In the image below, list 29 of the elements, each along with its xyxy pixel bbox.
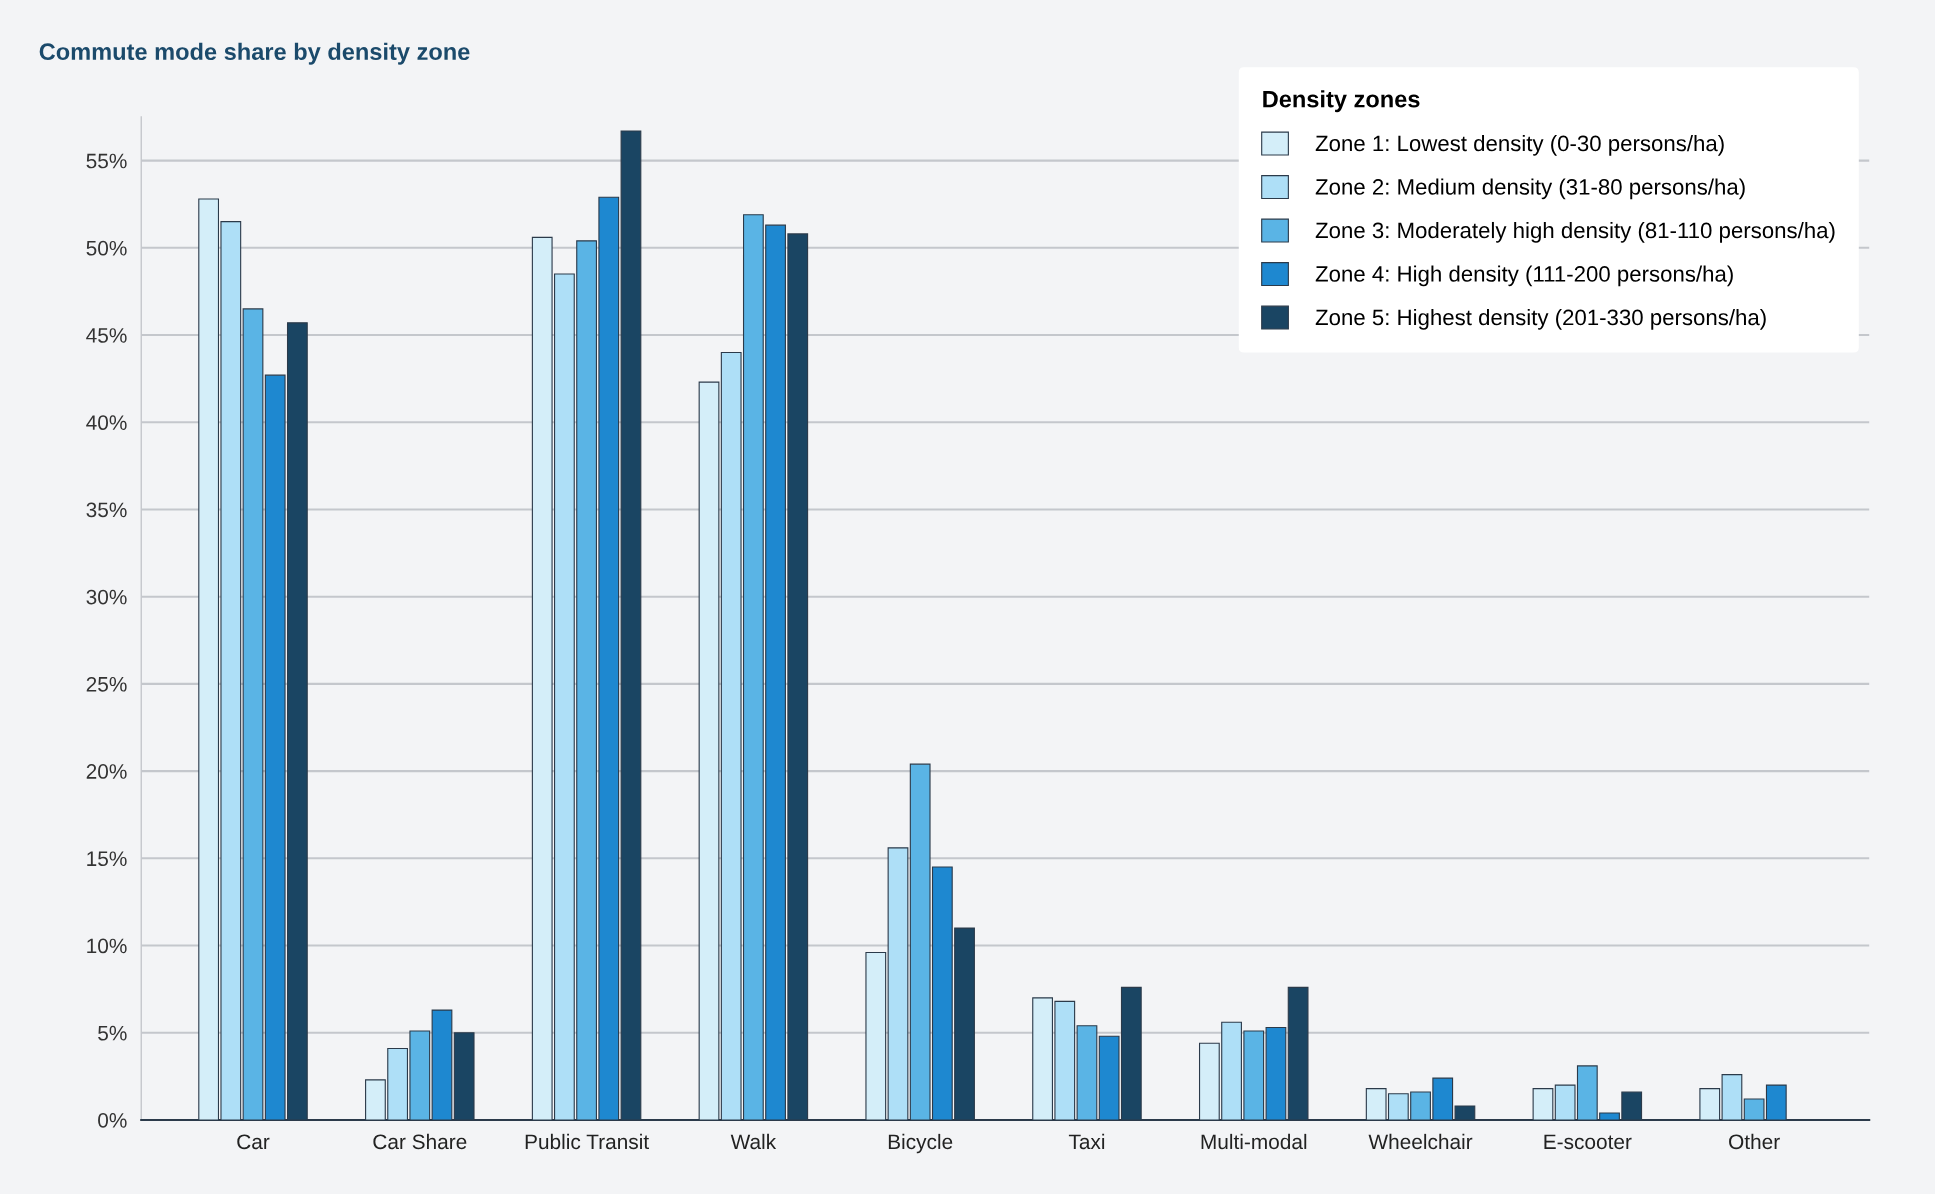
x-tick-label: Walk (730, 1133, 777, 1150)
y-tick-label: 10% (87, 938, 127, 954)
legend-label: Zone 4: High density (111-200 persons/ha) (1315, 265, 1733, 287)
y-tick-label: 20% (86, 764, 127, 779)
x-tick-label: Other (1729, 1133, 1780, 1150)
x-tick-label: Public Transit (525, 1133, 649, 1150)
y-tick-label: 45% (86, 328, 127, 343)
legend-title: Density zones (1263, 90, 1420, 113)
x-tick-label: Wheelchair (1368, 1133, 1473, 1150)
y-tick-label: 55% (86, 153, 127, 169)
legend-label: Zone 5: Highest density (201-330 persons/ha) (1315, 308, 1766, 330)
y-tick-label: 35% (86, 502, 127, 518)
chart-title: Commute mode share by density zone (39, 42, 470, 65)
x-tick-label: Car Share (373, 1133, 467, 1150)
y-tick-label: 0% (98, 1112, 127, 1128)
y-tick-label: 5% (98, 1025, 127, 1041)
y-tick-label: 25% (86, 676, 127, 692)
legend-label: Zone 2: Medium density (31-80 persons/ha) (1315, 178, 1745, 200)
y-tick-label: 50% (86, 240, 127, 256)
legend-label: Zone 1: Lowest density (0-30 persons/ha) (1315, 134, 1724, 156)
x-tick-label: Car (237, 1134, 270, 1150)
x-tick-label: E-scooter (1544, 1134, 1632, 1150)
x-tick-label: Multi-modal (1201, 1133, 1307, 1150)
y-tick-label: 40% (86, 415, 127, 431)
legend-label: Zone 3: Moderately high density (81-110 persons/ha) (1315, 221, 1835, 243)
y-tick-label: 30% (86, 589, 127, 605)
x-tick-label: Bicycle (888, 1133, 953, 1154)
x-tick-label: Taxi (1068, 1133, 1105, 1150)
y-tick-label: 15% (87, 851, 127, 867)
